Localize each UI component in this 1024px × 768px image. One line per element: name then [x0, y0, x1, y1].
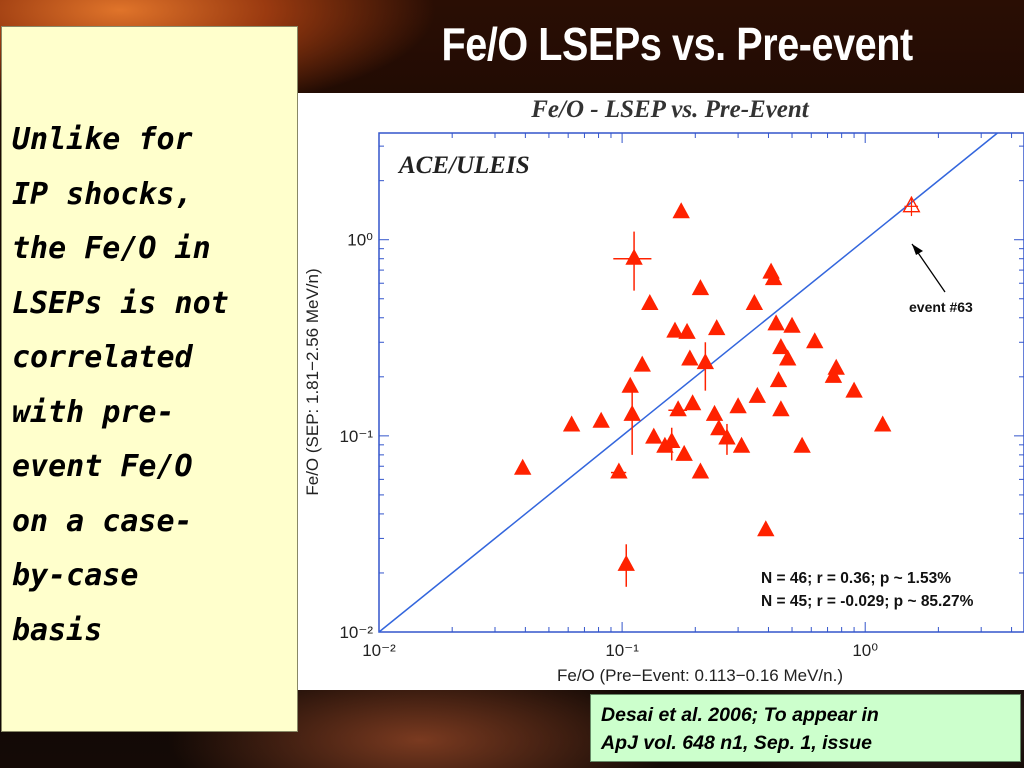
data-point-marker — [748, 386, 767, 403]
data-point-marker — [827, 358, 845, 375]
y-tick-label: 10⁻¹ — [339, 427, 373, 446]
data-point-marker — [779, 349, 797, 366]
data-point-marker — [617, 554, 635, 571]
data-point-marker — [729, 397, 747, 414]
data-point-marker — [691, 279, 710, 296]
citation-box: Desai et al. 2006; To appear in ApJ vol.… — [590, 694, 1021, 762]
instrument-label: ACE/ULEIS — [397, 152, 530, 179]
data-point-marker — [625, 248, 643, 265]
data-point-marker — [678, 322, 696, 339]
data-point-marker — [710, 419, 728, 436]
data-point-marker — [873, 415, 892, 432]
data-point-marker — [592, 411, 610, 428]
data-point-marker — [845, 381, 863, 398]
x-tick-label: 10⁻¹ — [605, 641, 639, 660]
y-tick-label: 10⁰ — [347, 231, 373, 250]
data-point-marker — [641, 294, 659, 311]
unity-reference-line — [378, 132, 998, 633]
event-63-arrowhead — [912, 244, 923, 255]
stats-annotation-2: N = 45; r = -0.029; p ~ 85.27% — [761, 593, 974, 610]
event-63-marker-group — [902, 195, 921, 217]
data-point-marker — [732, 436, 751, 453]
commentary-box: Unlike for IP shocks, the Fe/O in LSEPs … — [1, 26, 298, 732]
data-point-marker — [663, 432, 681, 449]
chart-panel: Fe/O - LSEP vs. Pre-Event ACE/ULEIS even… — [298, 93, 1024, 690]
y-tick-labels: 10⁻² 10⁻¹ 10⁰ — [339, 231, 373, 642]
x-tick-label: 10⁰ — [852, 641, 878, 660]
data-point-marker — [757, 520, 775, 537]
data-point-marker — [745, 294, 764, 311]
data-point-marker — [718, 428, 736, 445]
event-63-label: event #63 — [909, 299, 973, 315]
data-point-marker — [769, 371, 788, 388]
plot-area-frame — [378, 132, 1024, 633]
data-point-marker — [806, 332, 824, 349]
y-minor-ticks — [379, 145, 1024, 633]
data-point-marker — [672, 202, 690, 219]
data-point-marker — [666, 321, 684, 338]
data-point-marker — [610, 462, 628, 479]
data-point-marker — [645, 427, 663, 444]
x-minor-ticks — [378, 133, 1013, 632]
data-point-marker — [767, 314, 785, 331]
data-point-marker — [696, 353, 715, 370]
data-point-marker — [683, 394, 702, 411]
y-tick-label: 10⁻² — [339, 623, 373, 642]
data-point-marker — [793, 436, 811, 453]
y-axis-label: Fe/O (SEP: 1.81−2.56 MeV/n) — [303, 268, 322, 495]
data-point-marker — [772, 400, 790, 417]
x-tick-labels: 10⁻² 10⁻¹ 10⁰ — [362, 641, 878, 660]
commentary-text: Unlike for IP shocks, the Fe/O in LSEPs … — [12, 122, 229, 648]
data-point-marker — [633, 355, 651, 372]
data-point-marker — [705, 404, 724, 421]
event-63-marker — [902, 195, 921, 213]
data-point-marker — [681, 349, 699, 366]
data-point-marker — [675, 444, 693, 461]
data-point-marker — [764, 269, 783, 286]
data-point-marker — [772, 338, 790, 355]
slide-title: Fe/O LSEPs vs. Pre-event — [441, 18, 914, 70]
data-point-marker — [783, 316, 801, 333]
data-point-marker — [513, 458, 532, 475]
x-tick-label: 10⁻² — [362, 641, 396, 660]
data-point-marker — [562, 415, 581, 432]
data-point-marker — [669, 400, 687, 417]
scatter-plot: Fe/O - LSEP vs. Pre-Event ACE/ULEIS even… — [303, 96, 1024, 685]
data-point-marker — [621, 376, 639, 393]
data-point-marker — [623, 404, 641, 421]
stats-annotation-1: N = 46; r = 0.36; p ~ 1.53% — [761, 570, 951, 587]
x-axis-label: Fe/O (Pre−Event: 0.113−0.16 MeV/n.) — [557, 666, 843, 685]
data-point-marker — [824, 366, 843, 383]
data-point-marker — [691, 462, 710, 479]
data-markers — [513, 202, 892, 571]
chart-title: Fe/O - LSEP vs. Pre-Event — [530, 96, 810, 123]
data-point-marker — [708, 319, 726, 336]
error-bars — [610, 231, 728, 587]
